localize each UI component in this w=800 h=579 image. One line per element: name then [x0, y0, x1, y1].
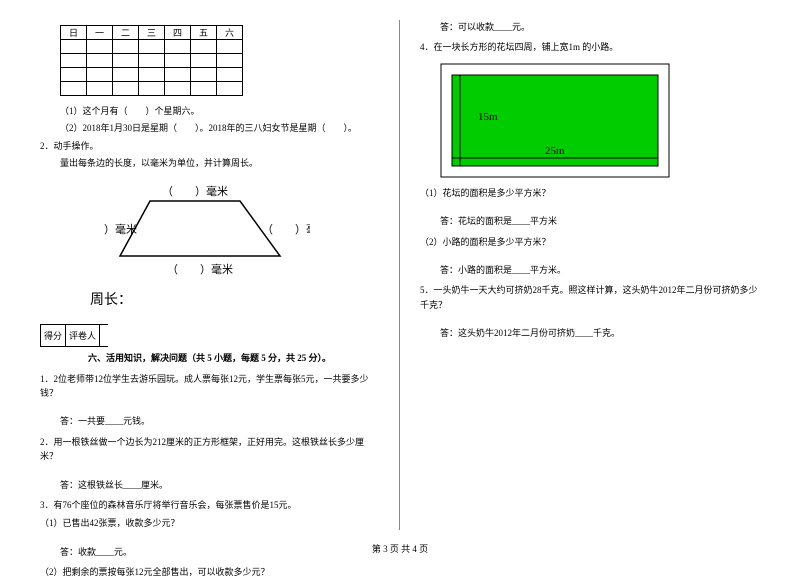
- cal-row: [61, 40, 243, 54]
- problem-4-1-answer: 答：花坛的面积是____平方米: [440, 214, 760, 228]
- score-right: 评卷人: [65, 325, 100, 346]
- problem-3-1: （1）已售出42张票，收款多少元？: [40, 516, 379, 530]
- q1-sub2: （2）2018年1月30日是星期（ ）。2018年的三八妇女节是星期（ ）。: [60, 121, 379, 135]
- flower-bed-svg: 15m 25m: [440, 63, 670, 178]
- cal-row: [61, 68, 243, 82]
- q2-text: 量出每条边的长度，以毫米为单位，并计算周长。: [60, 156, 379, 170]
- calendar-header-row: 日 一 二 三 四 五 六: [61, 26, 243, 40]
- problem-4-2: （2）小路的面积是多少平方米？: [420, 235, 760, 249]
- problem-5: 5．一头奶牛一天大约可挤奶28千克。照这样计算，这头奶牛2012年二月份可挤奶多…: [420, 283, 760, 312]
- flower-width: 25m: [545, 145, 565, 157]
- cal-h0: 日: [61, 26, 87, 40]
- right-column: 答：可以收款____元。 4．在一块长方形的花坛四周，铺上宽1m 的小路。 15…: [400, 20, 760, 530]
- problem-2-answer: 答：这根铁丝长____厘米。: [60, 478, 379, 492]
- trap-right-label: （ ）毫米: [262, 222, 310, 236]
- problem-4-2-answer: 答：小路的面积是____平方米。: [440, 263, 760, 277]
- cal-h1: 一: [87, 26, 113, 40]
- trap-left-label: （ ）毫米: [90, 222, 137, 236]
- problem-2: 2．用一根铁丝做一个边长为212厘米的正方形框架，正好用完。这根铁丝长多少厘米？: [40, 435, 379, 464]
- problem-3: 3．有76个座位的森林音乐厅将举行音乐会，每张票售价是15元。: [40, 498, 379, 512]
- problem-4-1: （1）花坛的面积是多少平方米？: [420, 186, 760, 200]
- problem-1-answer: 答：一共要____元钱。: [60, 414, 379, 428]
- trap-top-label: （ ）毫米: [162, 184, 228, 198]
- flower-height: 15m: [478, 111, 498, 123]
- trapezoid-diagram: （ ）毫米 （ ）毫米 （ ）毫米 （ ）毫米: [90, 181, 310, 281]
- trapezoid-svg: （ ）毫米 （ ）毫米 （ ）毫米 （ ）毫米: [90, 181, 310, 281]
- cal-h2: 二: [113, 26, 139, 40]
- cal-h3: 三: [139, 26, 165, 40]
- cal-h5: 五: [191, 26, 217, 40]
- calendar-table: 日 一 二 三 四 五 六: [60, 25, 243, 96]
- problem-3-2: （2）把剩余的票按每张12元全部售出，可以收款多少元？: [40, 565, 379, 579]
- problem-5-answer: 答：这头奶牛2012年二月份可挤奶____千克。: [440, 326, 760, 340]
- cal-h4: 四: [165, 26, 191, 40]
- problem-3-2-answer: 答：可以收款____元。: [440, 20, 760, 34]
- cal-row: [61, 82, 243, 96]
- problem-4: 4．在一块长方形的花坛四周，铺上宽1m 的小路。: [420, 40, 760, 54]
- section6-title: 六、活用知识，解决问题（共 5 小题，每题 5 分，共 25 分）。: [40, 351, 379, 364]
- perimeter-label: 周长：: [90, 289, 379, 309]
- q2-title: 2．动手操作。: [40, 139, 379, 153]
- problem-1: 1．2位老师带12位学生去游乐园玩。成人票每张12元，学生票每张5元，一共要多少…: [40, 372, 379, 401]
- score-box: 得分 评卷人: [40, 324, 108, 347]
- cal-h6: 六: [217, 26, 243, 40]
- trap-bottom-label: （ ）毫米: [167, 262, 233, 276]
- page-footer: 第 3 页 共 4 页: [0, 542, 800, 555]
- score-left: 得分: [40, 325, 65, 346]
- left-column: 日 一 二 三 四 五 六 （1）这个月有（ ）个星期六。 （2）2018年1月…: [40, 20, 400, 530]
- flower-bed-diagram: 15m 25m: [440, 63, 760, 178]
- q1-sub1: （1）这个月有（ ）个星期六。: [60, 104, 379, 118]
- cal-row: [61, 54, 243, 68]
